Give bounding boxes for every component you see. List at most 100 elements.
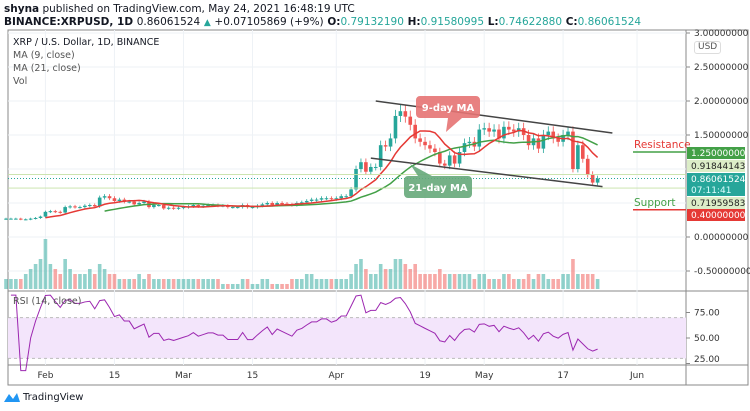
candle-body xyxy=(92,205,97,207)
volume-bar xyxy=(472,279,477,289)
candle-body xyxy=(161,205,166,209)
volume-bar xyxy=(275,284,279,289)
volume-bar xyxy=(344,279,348,289)
candle-body xyxy=(369,166,373,172)
candle-body xyxy=(581,145,585,159)
publish-info: shyna published on TradingView.com, May … xyxy=(4,3,355,15)
candle-body xyxy=(447,155,452,166)
volume-bar xyxy=(492,279,496,289)
change: +0.07105869 (+9%) xyxy=(214,16,324,28)
candle-body xyxy=(487,128,491,132)
legend-vol: Vol xyxy=(13,76,28,87)
candle-body xyxy=(43,211,48,217)
candle-body xyxy=(403,111,408,117)
resistance-price-label: 1.25000000 xyxy=(691,149,746,159)
volume-bar xyxy=(516,279,521,289)
candle-body xyxy=(373,166,378,168)
volume-bar xyxy=(339,279,344,289)
candle-body xyxy=(206,205,210,207)
candle-body xyxy=(492,129,496,132)
volume-bar xyxy=(201,279,205,289)
volume-bar xyxy=(9,279,13,289)
volume-bar xyxy=(378,264,383,289)
candle-body xyxy=(196,205,201,207)
candle-body xyxy=(319,198,324,200)
volume-bar xyxy=(250,284,255,289)
y-tick-label: -0.50000000 xyxy=(694,267,750,277)
volume-bar xyxy=(324,279,329,289)
x-tick-label: 17 xyxy=(557,371,568,381)
candle-body xyxy=(329,198,334,200)
volume-bar xyxy=(388,269,393,289)
volume-bar xyxy=(142,279,146,289)
volume-bar xyxy=(221,284,225,289)
candle-body xyxy=(181,207,186,209)
candle-body xyxy=(507,126,511,130)
support-price-marker xyxy=(687,209,745,221)
candle-body xyxy=(442,163,447,166)
volume-bar xyxy=(181,279,186,289)
support-label: Support xyxy=(634,197,676,209)
candle-body xyxy=(359,162,363,169)
volume-bar xyxy=(300,279,304,289)
candle-body xyxy=(423,141,427,146)
y-tick-label: 0.00000000 xyxy=(694,233,749,243)
candle-body xyxy=(457,152,462,164)
candle-body xyxy=(526,135,531,146)
candle-body xyxy=(53,211,58,213)
volume-bar xyxy=(226,284,230,289)
rsi-tick-label: 25.00 xyxy=(694,355,720,365)
volume-bar xyxy=(329,279,334,289)
volume-bar xyxy=(418,274,422,289)
volume-bar xyxy=(53,269,58,289)
candle-body xyxy=(398,111,403,116)
volume-bar xyxy=(521,279,526,289)
candle-body xyxy=(438,152,442,164)
candle-body xyxy=(18,218,23,220)
tradingview-logo[interactable]: TradingView xyxy=(4,391,83,403)
volume-bar xyxy=(73,274,77,289)
candle-body xyxy=(28,218,33,220)
candle-body xyxy=(117,199,122,201)
volume-bar xyxy=(423,274,427,289)
candle-body xyxy=(344,196,348,198)
candle-body xyxy=(33,217,38,219)
candle-body xyxy=(23,219,28,221)
volume-bar xyxy=(245,279,250,289)
volume-bar xyxy=(511,279,516,289)
candle-body xyxy=(536,138,541,149)
volume-bar xyxy=(43,239,48,289)
candle-body xyxy=(157,205,161,207)
ma21-line xyxy=(104,134,598,212)
volume-bar xyxy=(556,279,560,289)
candle-body xyxy=(4,218,8,220)
price-marker-label: 0.71959583 xyxy=(691,199,745,209)
open-value: 0.79132190 xyxy=(340,16,404,28)
volume-bar xyxy=(433,274,437,289)
volume-bar xyxy=(147,274,151,289)
candle-body xyxy=(73,206,77,208)
volume-bar xyxy=(442,274,447,289)
legend-ma9: MA (9, close) xyxy=(13,50,75,61)
symbol-bar: BINANCE:XRPUSD, 1D 0.86061524 ▲ +0.07105… xyxy=(4,16,641,28)
candle-body xyxy=(280,203,284,204)
volume-bar xyxy=(507,274,511,289)
volume-bar xyxy=(408,269,413,289)
candle-body xyxy=(275,203,279,206)
ma9-line xyxy=(45,129,599,219)
volume-bar xyxy=(235,284,240,289)
candle-body xyxy=(388,138,393,147)
candle-body xyxy=(97,197,102,207)
volume-bar xyxy=(28,269,33,289)
volume-bar xyxy=(497,279,501,289)
volume-bar xyxy=(161,279,166,289)
volume-bar xyxy=(88,269,92,289)
candle-body xyxy=(127,201,132,203)
candle-body xyxy=(502,126,506,139)
volume-bar xyxy=(576,274,580,289)
price-marker xyxy=(687,160,745,172)
candle-body xyxy=(58,211,63,213)
high-value: 0.91580995 xyxy=(420,16,485,28)
rsi-band xyxy=(8,317,686,359)
